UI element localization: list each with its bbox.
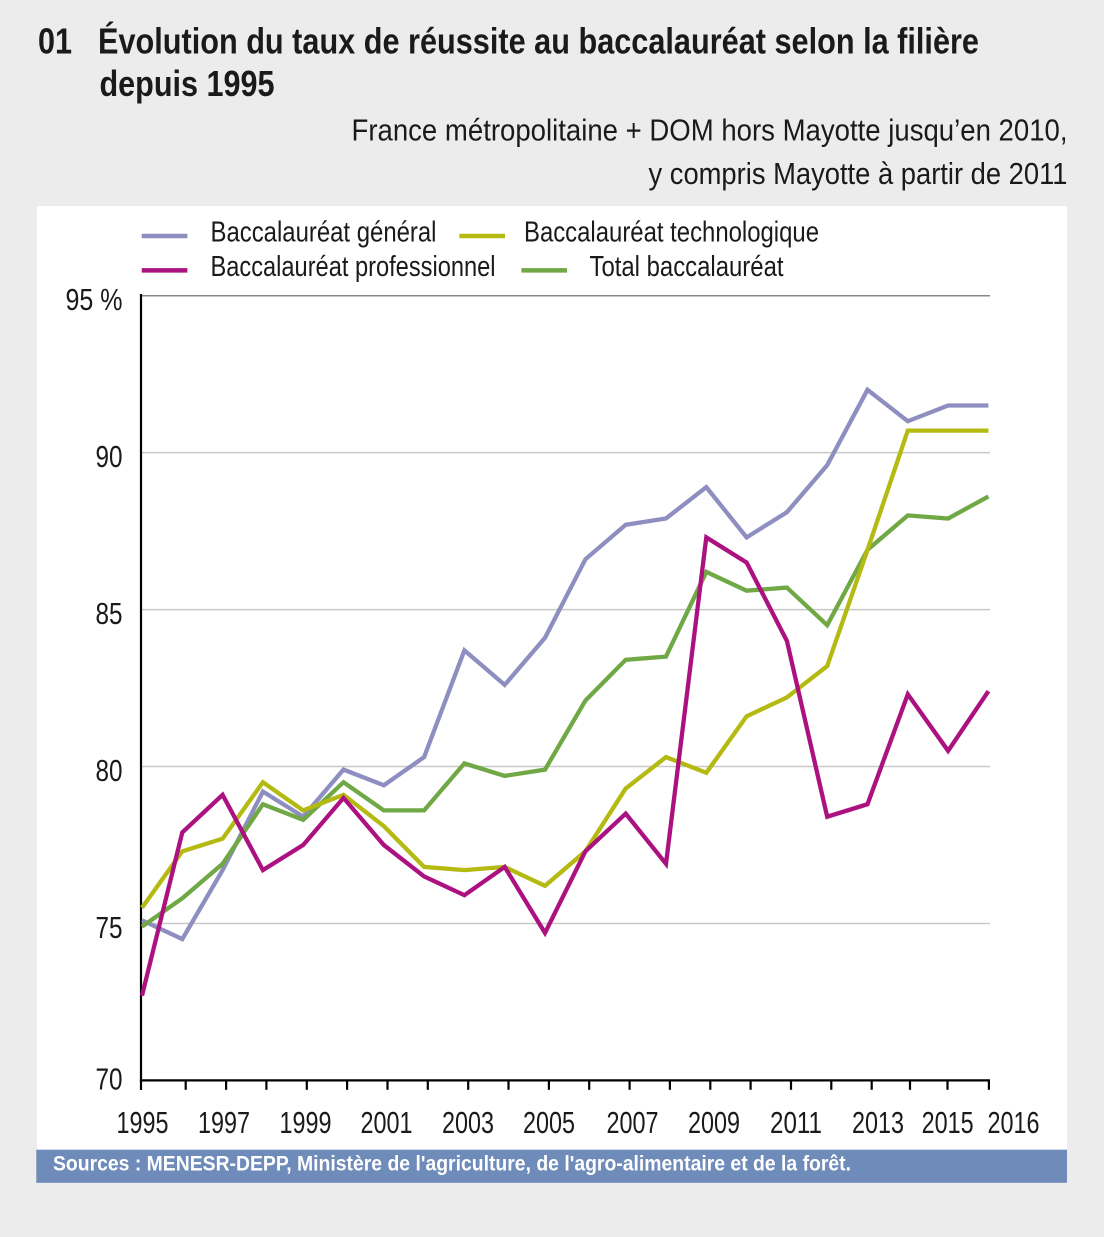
svg-text:Total baccalauréat: Total baccalauréat [590,251,784,283]
svg-text:90: 90 [96,439,123,474]
svg-text:Baccalauréat professionnel: Baccalauréat professionnel [211,251,496,283]
svg-text:80: 80 [96,753,123,788]
svg-text:depuis 1995: depuis 1995 [100,63,275,104]
svg-text:Baccalauréat technologique: Baccalauréat technologique [524,217,819,249]
svg-text:2011: 2011 [770,1105,822,1140]
svg-text:1997: 1997 [198,1105,250,1140]
svg-text:75: 75 [96,910,123,945]
svg-text:2016: 2016 [988,1105,1040,1140]
svg-text:France métropolitaine + DOM ho: France métropolitaine + DOM hors Mayotte… [352,113,1068,148]
svg-text:2005: 2005 [523,1105,575,1140]
svg-text:70: 70 [96,1061,123,1096]
svg-text:2001: 2001 [361,1105,413,1140]
svg-text:1999: 1999 [280,1105,332,1140]
svg-text:95 %: 95 % [66,282,123,317]
svg-text:2007: 2007 [607,1105,659,1140]
svg-text:2013: 2013 [852,1105,904,1140]
svg-text:2015: 2015 [922,1105,974,1140]
svg-text:y compris Mayotte à partir de: y compris Mayotte à partir de 2011 [649,156,1068,191]
svg-text:2003: 2003 [442,1105,494,1140]
svg-text:1995: 1995 [117,1105,169,1140]
svg-text:2009: 2009 [688,1105,740,1140]
svg-text:Sources : MENESR-DEPP, Ministè: Sources : MENESR-DEPP, Ministère de l'ag… [53,1152,851,1175]
svg-text:85: 85 [96,596,123,631]
svg-text:Baccalauréat général: Baccalauréat général [211,217,437,249]
svg-text:01: 01 [38,21,72,62]
svg-text:Évolution du taux de réussite: Évolution du taux de réussite au baccala… [98,21,979,62]
